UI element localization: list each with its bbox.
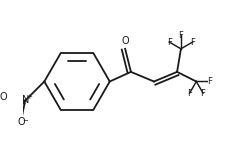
Text: F: F	[167, 37, 172, 47]
Text: F: F	[190, 37, 195, 47]
Text: O: O	[121, 36, 129, 46]
Text: −: −	[22, 118, 28, 124]
Text: O: O	[0, 92, 7, 102]
Text: N: N	[22, 95, 30, 105]
Text: +: +	[26, 94, 32, 99]
Text: F: F	[201, 89, 205, 98]
Text: F: F	[187, 89, 192, 98]
Text: F: F	[178, 31, 183, 40]
Text: O: O	[17, 117, 25, 127]
Text: F: F	[207, 77, 212, 86]
